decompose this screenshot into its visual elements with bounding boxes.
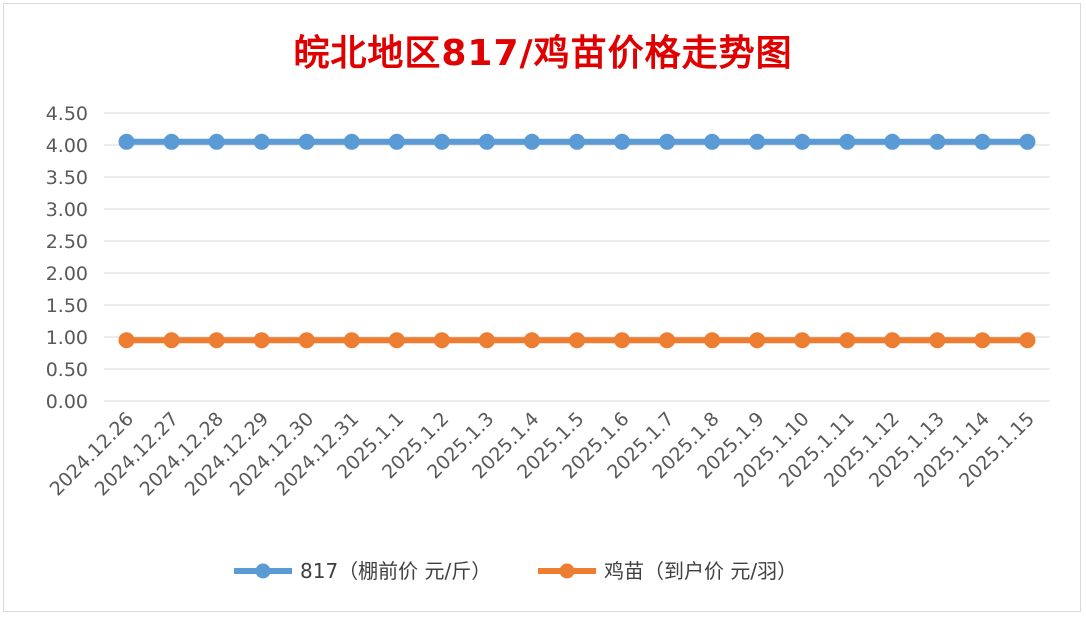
data-point (839, 133, 856, 150)
legend-label: 817（棚前价 元/斤） (300, 559, 491, 583)
data-point (343, 332, 360, 349)
data-point (614, 332, 631, 349)
chart-frame (3, 3, 1081, 612)
y-tick-label: 3.50 (46, 167, 88, 189)
data-point (884, 332, 901, 349)
data-point (118, 133, 135, 150)
chart-title: 皖北地区817/鸡苗价格走势图 (293, 33, 793, 74)
data-point (298, 133, 315, 150)
data-point (163, 332, 180, 349)
data-point (659, 133, 676, 150)
data-point (974, 133, 991, 150)
data-point (704, 332, 721, 349)
data-point (1019, 133, 1036, 150)
data-point (569, 133, 585, 150)
data-point (343, 133, 360, 150)
data-point (884, 133, 901, 150)
data-point (614, 133, 631, 150)
y-tick-label: 4.00 (46, 135, 88, 157)
y-tick-label: 2.00 (46, 263, 88, 285)
data-point (208, 332, 225, 349)
y-tick-label: 3.00 (46, 199, 88, 221)
y-tick-label: 0.50 (46, 359, 88, 381)
legend-swatch-marker (559, 563, 575, 579)
data-point (478, 133, 495, 150)
data-point (929, 332, 946, 349)
y-tick-label: 2.50 (46, 231, 88, 253)
data-point (253, 133, 270, 150)
legend-swatch-marker (255, 563, 271, 579)
data-point (208, 133, 225, 150)
data-point (253, 332, 270, 349)
data-point (163, 133, 180, 150)
data-point (749, 332, 766, 349)
data-point (569, 332, 585, 349)
data-point (523, 332, 540, 349)
data-point (974, 332, 991, 349)
data-point (749, 133, 766, 150)
data-point (794, 133, 811, 150)
data-point (704, 133, 721, 150)
data-point (523, 133, 540, 150)
y-tick-label: 0.00 (46, 391, 88, 413)
y-tick-label: 4.50 (46, 103, 88, 125)
data-point (433, 332, 450, 349)
data-point (118, 332, 135, 349)
data-point (388, 332, 405, 349)
y-tick-label: 1.00 (46, 327, 88, 349)
data-point (388, 133, 405, 150)
y-tick-label: 1.50 (46, 295, 88, 317)
data-point (839, 332, 856, 349)
data-point (478, 332, 495, 349)
data-point (298, 332, 315, 349)
data-point (659, 332, 676, 349)
data-point (1019, 332, 1036, 349)
data-point (433, 133, 450, 150)
data-point (794, 332, 811, 349)
legend-label: 鸡苗（到户价 元/羽） (604, 559, 797, 583)
data-point (929, 133, 946, 150)
